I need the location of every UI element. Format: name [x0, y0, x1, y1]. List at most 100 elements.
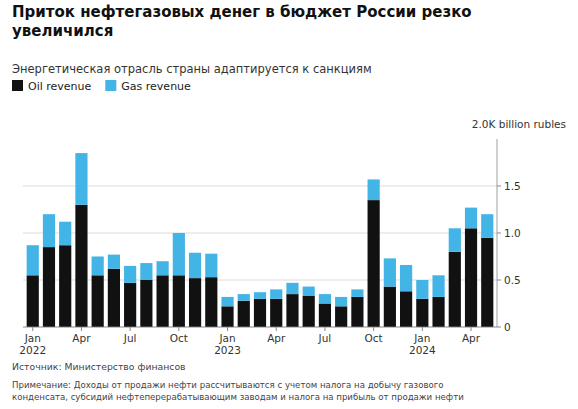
- text-line: Jul: [318, 332, 332, 344]
- y-tick-label: 0: [504, 321, 511, 333]
- subtitle: Энергетическая отрасль страны адаптирует…: [12, 62, 372, 76]
- bar: [189, 253, 201, 278]
- bar: [416, 280, 428, 299]
- y-tick: [497, 280, 501, 281]
- text-line: Jan: [218, 332, 235, 344]
- x-tick-label: Jul: [318, 332, 332, 344]
- text-line: 2023: [214, 344, 241, 356]
- bar: [465, 208, 477, 229]
- bar: [189, 278, 201, 327]
- text-line: Примечание: Доходы от продажи нефти расс…: [12, 380, 444, 390]
- x-tick: [471, 327, 472, 331]
- text-line: Jul: [123, 332, 137, 344]
- bar: [238, 294, 250, 301]
- bar: [43, 247, 55, 327]
- x-tick: [422, 327, 423, 331]
- bar: [140, 263, 152, 280]
- text-line: Apr: [72, 332, 91, 344]
- bar: [173, 233, 185, 275]
- y-tick: [497, 233, 501, 234]
- bar: [75, 153, 87, 205]
- bar: [221, 297, 233, 306]
- bar: [368, 200, 380, 327]
- x-axis-line: [23, 327, 497, 328]
- y-tick-label: 1.0: [504, 227, 521, 239]
- x-tick-label: Jan2023: [214, 332, 241, 356]
- legend-swatch: [12, 80, 23, 91]
- bar: [384, 287, 396, 327]
- bar: [319, 294, 331, 303]
- bar: [351, 297, 363, 327]
- bar: [335, 297, 347, 306]
- x-tick: [32, 327, 33, 331]
- bar: [335, 306, 347, 327]
- legend-label: Oil revenue: [28, 80, 92, 93]
- bar: [140, 280, 152, 327]
- x-tick-label: Oct: [365, 332, 383, 344]
- bar: [270, 289, 282, 298]
- x-tick-label: Apr: [462, 332, 481, 344]
- bar: [59, 245, 71, 327]
- bar: [254, 292, 266, 299]
- y-tick: [497, 327, 501, 328]
- x-tick-label: Jan2022: [19, 332, 46, 356]
- bar: [59, 222, 71, 246]
- x-tick-label: Jan2024: [409, 332, 436, 356]
- grid-line: [23, 233, 497, 234]
- bar: [27, 245, 39, 275]
- x-tick-label: Apr: [267, 332, 286, 344]
- bar: [108, 255, 120, 269]
- legend: Oil revenue Gas revenue: [12, 80, 191, 93]
- bar: [238, 301, 250, 327]
- x-tick-label: Apr: [72, 332, 91, 344]
- bar: [221, 306, 233, 327]
- bar: [481, 214, 493, 238]
- bar: [465, 228, 477, 327]
- y-axis-label: 2.0K billion rubles: [472, 118, 566, 130]
- x-tick: [81, 327, 82, 331]
- bar: [124, 266, 136, 283]
- y-tick-label: 1.5: [504, 180, 521, 192]
- bars: [27, 153, 494, 327]
- bar: [108, 269, 120, 327]
- y-tick: [497, 186, 501, 187]
- grid: [23, 186, 497, 327]
- bar: [303, 296, 315, 327]
- text-line: Oct: [365, 332, 383, 344]
- title: Приток нефтегазовых денег в бюджет Росси…: [12, 3, 472, 40]
- bar: [319, 304, 331, 328]
- source: Источник: Министерство финансов: [12, 361, 186, 372]
- bar: [43, 214, 55, 247]
- note: Примечание: Доходы от продажи нефти расс…: [12, 380, 464, 402]
- grid-line: [23, 186, 497, 187]
- bar: [449, 228, 461, 252]
- text-line: конденсата, субсидий нефтеперерабатывающ…: [12, 392, 464, 402]
- series: [27, 200, 494, 327]
- bar: [124, 283, 136, 327]
- bar: [254, 299, 266, 327]
- x-tick-label: Oct: [170, 332, 188, 344]
- text-line: Jan: [413, 332, 430, 344]
- legend-swatch: [105, 80, 116, 91]
- bar: [75, 205, 87, 327]
- bar: [27, 275, 39, 327]
- text-line: увеличился: [12, 22, 113, 40]
- y-tick-label: 0.5: [504, 274, 521, 286]
- text-line: Apr: [462, 332, 481, 344]
- x-tick: [130, 327, 131, 331]
- bar: [157, 261, 169, 275]
- bar: [173, 275, 185, 327]
- bar: [92, 275, 104, 327]
- bar: [432, 275, 444, 297]
- text-line: 2022: [19, 344, 46, 356]
- text-line: Oct: [170, 332, 188, 344]
- bar: [286, 283, 298, 294]
- bar: [384, 258, 396, 286]
- bar: [481, 238, 493, 327]
- grid-line: [23, 327, 497, 328]
- y-axis: 0 0.5 1.0 1.5: [497, 139, 521, 333]
- legend-label: Gas revenue: [121, 80, 191, 93]
- bar: [270, 299, 282, 327]
- bar: [449, 252, 461, 327]
- bar: [368, 179, 380, 200]
